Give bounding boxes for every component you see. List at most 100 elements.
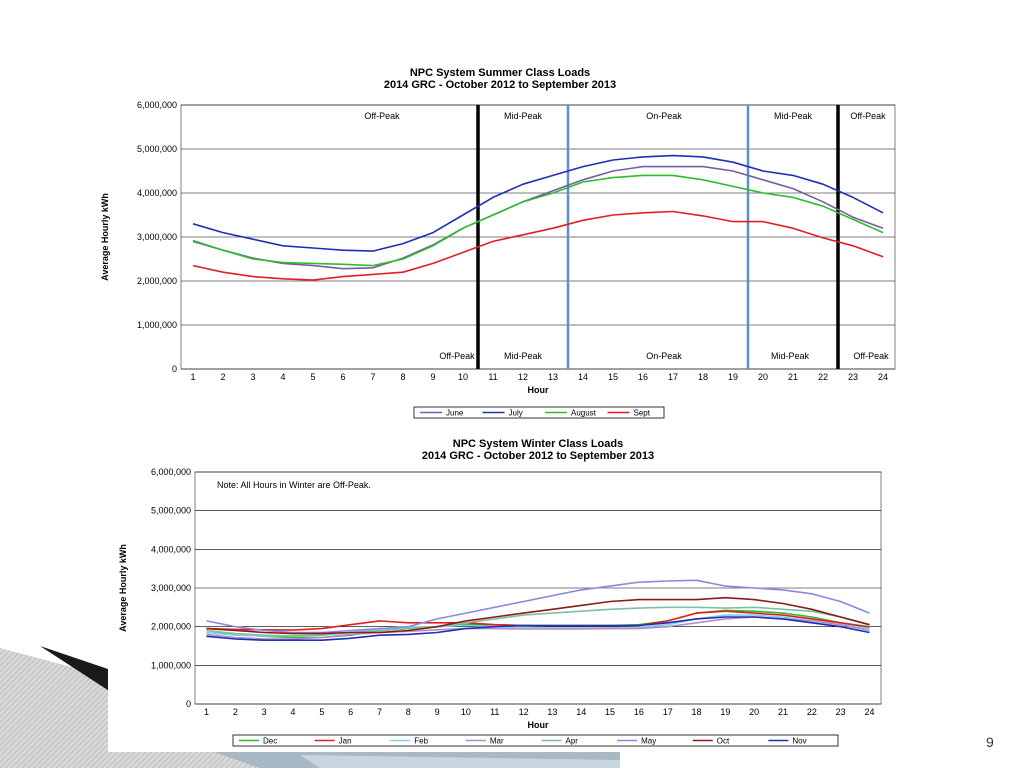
- x-tick-label: 24: [864, 707, 874, 717]
- y-axis-label: Average Hourly kWh: [100, 193, 110, 281]
- series-line-oct: [206, 596, 870, 635]
- x-tick-label: 20: [758, 372, 768, 382]
- x-tick-label: 1: [204, 707, 209, 717]
- page-number: 9: [986, 734, 994, 750]
- x-tick-label: 11: [490, 707, 499, 717]
- x-tick-label: 9: [430, 372, 435, 382]
- y-tick-label: 6,000,000: [151, 467, 191, 477]
- period-label-bottom: Off-Peak: [853, 351, 889, 361]
- x-tick-label: 2: [233, 707, 238, 717]
- x-tick-label: 14: [578, 372, 588, 382]
- x-tick-label: 4: [290, 707, 295, 717]
- legend-label: June: [446, 409, 464, 418]
- x-tick-label: 10: [461, 707, 471, 717]
- y-tick-label: 5,000,000: [137, 144, 177, 154]
- y-tick-label: 2,000,000: [151, 622, 191, 632]
- y-tick-label: 4,000,000: [151, 544, 191, 554]
- legend-box: [413, 406, 665, 419]
- x-tick-label: 11: [488, 372, 497, 382]
- x-tick-label: 16: [634, 707, 644, 717]
- x-tick-label: 19: [720, 707, 730, 717]
- series-line-may: [206, 579, 870, 634]
- period-label-bottom: Mid-Peak: [771, 351, 810, 361]
- x-tick-label: 3: [250, 372, 255, 382]
- y-tick-label: 4,000,000: [137, 188, 177, 198]
- x-tick-label: 6: [348, 707, 353, 717]
- y-tick-label: 1,000,000: [151, 660, 191, 670]
- x-tick-label: 15: [605, 707, 615, 717]
- chart-title: NPC System Winter Class Loads: [453, 438, 623, 450]
- x-tick-label: 8: [400, 372, 405, 382]
- x-tick-label: 24: [878, 372, 888, 382]
- x-tick-label: 10: [458, 372, 468, 382]
- x-tick-label: 15: [608, 372, 618, 382]
- x-tick-label: 5: [310, 372, 315, 382]
- legend-label: May: [641, 737, 656, 746]
- x-tick-label: 12: [518, 372, 528, 382]
- series-line-sept: [192, 210, 884, 281]
- chart-note: Note: All Hours in Winter are Off-Peak.: [217, 480, 371, 490]
- y-tick-label: 2,000,000: [137, 276, 177, 286]
- legend-label: Mar: [490, 737, 504, 746]
- legend-label: Apr: [566, 737, 579, 746]
- period-label-top: Off-Peak: [364, 111, 400, 121]
- x-tick-label: 3: [262, 707, 267, 717]
- legend-label: Jan: [339, 737, 352, 746]
- x-tick-label: 20: [749, 707, 759, 717]
- legend-label: Nov: [792, 737, 806, 746]
- y-axis-label: Average Hourly kWh: [118, 544, 128, 632]
- series-line-june: [192, 165, 884, 270]
- period-label-bottom: Mid-Peak: [504, 351, 543, 361]
- legend-label: Sept: [634, 409, 651, 418]
- series-line-july: [192, 154, 884, 252]
- series-line-august: [192, 174, 884, 267]
- chart-title: NPC System Summer Class Loads: [410, 67, 590, 79]
- chart-subtitle: 2014 GRC - October 2012 to September 201…: [384, 79, 616, 91]
- x-tick-label: 18: [698, 372, 708, 382]
- legend-label: Dec: [263, 737, 277, 746]
- x-tick-label: 12: [519, 707, 529, 717]
- x-tick-label: 16: [638, 372, 648, 382]
- legend-label: August: [571, 409, 597, 418]
- period-label-bottom: On-Peak: [646, 351, 682, 361]
- x-tick-label: 21: [778, 707, 788, 717]
- x-tick-label: 21: [788, 372, 798, 382]
- x-axis-label: Hour: [528, 385, 549, 395]
- period-label-bottom: Off-Peak: [439, 351, 475, 361]
- x-tick-label: 22: [807, 707, 817, 717]
- period-label-top: Mid-Peak: [504, 111, 543, 121]
- period-label-top: Mid-Peak: [774, 111, 813, 121]
- x-tick-label: 13: [547, 707, 557, 717]
- x-tick-label: 9: [435, 707, 440, 717]
- x-tick-label: 2: [220, 372, 225, 382]
- x-tick-label: 17: [668, 372, 678, 382]
- period-label-top: Off-Peak: [850, 111, 886, 121]
- x-tick-label: 23: [836, 707, 846, 717]
- x-axis-label: Hour: [528, 720, 549, 730]
- x-tick-label: 22: [818, 372, 828, 382]
- series-line-nov: [206, 616, 870, 641]
- y-tick-label: 3,000,000: [137, 232, 177, 242]
- x-tick-label: 6: [340, 372, 345, 382]
- x-tick-label: 5: [319, 707, 324, 717]
- legend-label: July: [509, 409, 523, 418]
- x-tick-label: 4: [280, 372, 285, 382]
- x-tick-label: 1: [190, 372, 195, 382]
- x-tick-label: 7: [377, 707, 382, 717]
- x-tick-label: 17: [663, 707, 673, 717]
- series-line-apr: [206, 606, 870, 637]
- y-tick-label: 5,000,000: [151, 506, 191, 516]
- x-tick-label: 18: [692, 707, 702, 717]
- period-label-top: On-Peak: [646, 111, 682, 121]
- x-tick-label: 23: [848, 372, 858, 382]
- x-tick-label: 7: [370, 372, 375, 382]
- y-tick-label: 0: [172, 364, 177, 374]
- y-tick-label: 3,000,000: [151, 583, 191, 593]
- legend-label: Oct: [717, 737, 730, 746]
- x-tick-label: 8: [406, 707, 411, 717]
- legend-label: Feb: [414, 737, 428, 746]
- x-tick-label: 19: [728, 372, 738, 382]
- legend-box: [232, 734, 839, 747]
